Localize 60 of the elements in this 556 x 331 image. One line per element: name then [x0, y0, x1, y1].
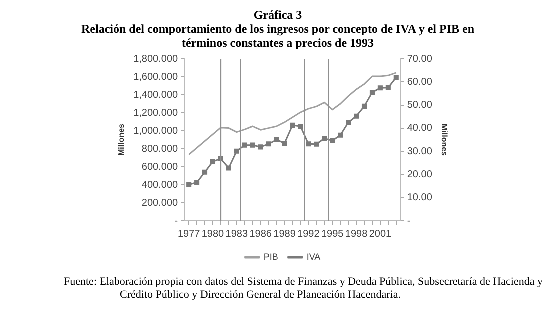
point [234, 148, 240, 154]
point [338, 132, 344, 138]
y-tick-label: 400.000 [142, 180, 179, 191]
legend-label: IVA [306, 252, 321, 262]
point [370, 90, 375, 96]
point [274, 137, 280, 143]
point [250, 142, 256, 148]
point [258, 144, 264, 150]
point [266, 142, 272, 147]
point [186, 182, 192, 188]
x-tick-label: 1998 [345, 228, 368, 240]
y2-tick-label: 70.00 [407, 54, 433, 65]
y2-tick-label: 60.00 [407, 76, 433, 88]
point [354, 114, 360, 119]
y-tick-label: 1,600.000 [134, 72, 179, 83]
point [282, 140, 288, 146]
point [314, 142, 320, 147]
y2-axis-title: Millones [440, 124, 449, 157]
point [290, 122, 296, 128]
point [210, 159, 216, 164]
x-tick-label: 1992 [298, 228, 320, 240]
source-note: Fuente: Elaboración propia con datos del Sistema de Finanzas y Deuda Pública, Subsecretaría de Hacienda y Crédito Público y Dirección General de Planeación Hacendaria. [64, 276, 544, 302]
point [194, 180, 200, 186]
point [386, 85, 391, 90]
point [378, 86, 383, 91]
x-tick-label: 1989 [274, 228, 296, 240]
chart-title: Gráfica 3 [252, 8, 304, 22]
y2-tick-label: 40.00 [407, 123, 433, 134]
point [394, 74, 399, 80]
y-axis-title: Millones [117, 123, 126, 156]
y2-tick-label: - [407, 216, 411, 227]
y-tick-label: 1,200.000 [134, 108, 179, 119]
point [242, 142, 248, 148]
y-tick-label: 1,800.000 [134, 54, 179, 65]
y2-tick-label: 10.00 [407, 192, 433, 204]
x-tick-label: 1995 [321, 228, 344, 240]
point [346, 120, 352, 126]
y-tick-label: 1,400.000 [134, 90, 179, 101]
y-tick-label: 800.000 [142, 144, 179, 155]
point [202, 170, 208, 175]
y-tick-label: 1,000.000 [134, 126, 179, 137]
point [362, 104, 368, 109]
y-tick-label: 200.000 [142, 198, 179, 209]
y-tick-label: - [174, 216, 178, 227]
y2-tick-label: 30.00 [407, 146, 433, 158]
y2-tick-label: 50.00 [407, 100, 433, 112]
point [226, 166, 232, 171]
x-tick-label: 1983 [226, 228, 248, 240]
x-tick-label: 1977 [178, 228, 201, 240]
legend-label: PIB [264, 252, 278, 262]
y2-tick-label: 20.00 [407, 169, 433, 180]
point [322, 136, 328, 142]
point [306, 142, 312, 147]
chart-subtitle: Relación del comportamiento de los ingresos por concepto de IVA y el PIB en términos constantes a precios de 1993 [80, 22, 476, 50]
x-tick-label: 2001 [369, 228, 392, 240]
point [330, 138, 336, 144]
point [298, 124, 304, 130]
x-tick-label: 1980 [202, 228, 225, 240]
y-tick-label: 600.000 [142, 162, 179, 173]
x-tick-label: 1986 [250, 228, 272, 240]
